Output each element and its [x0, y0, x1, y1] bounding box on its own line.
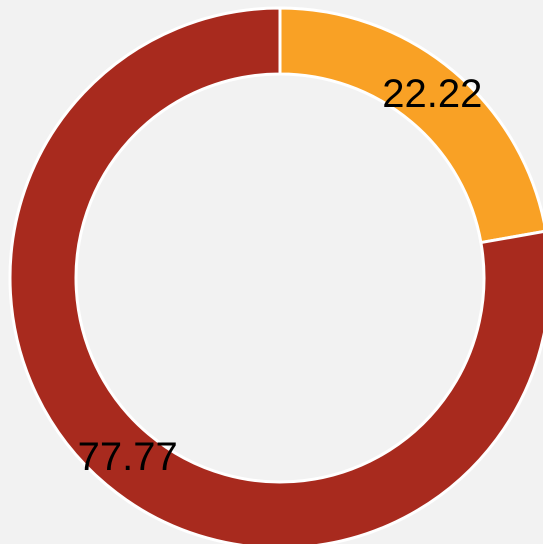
value-label: 77.77 — [78, 435, 178, 479]
donut-slice — [8, 6, 543, 544]
donut-slice — [278, 6, 543, 245]
value-label: 22.22 — [382, 72, 482, 116]
